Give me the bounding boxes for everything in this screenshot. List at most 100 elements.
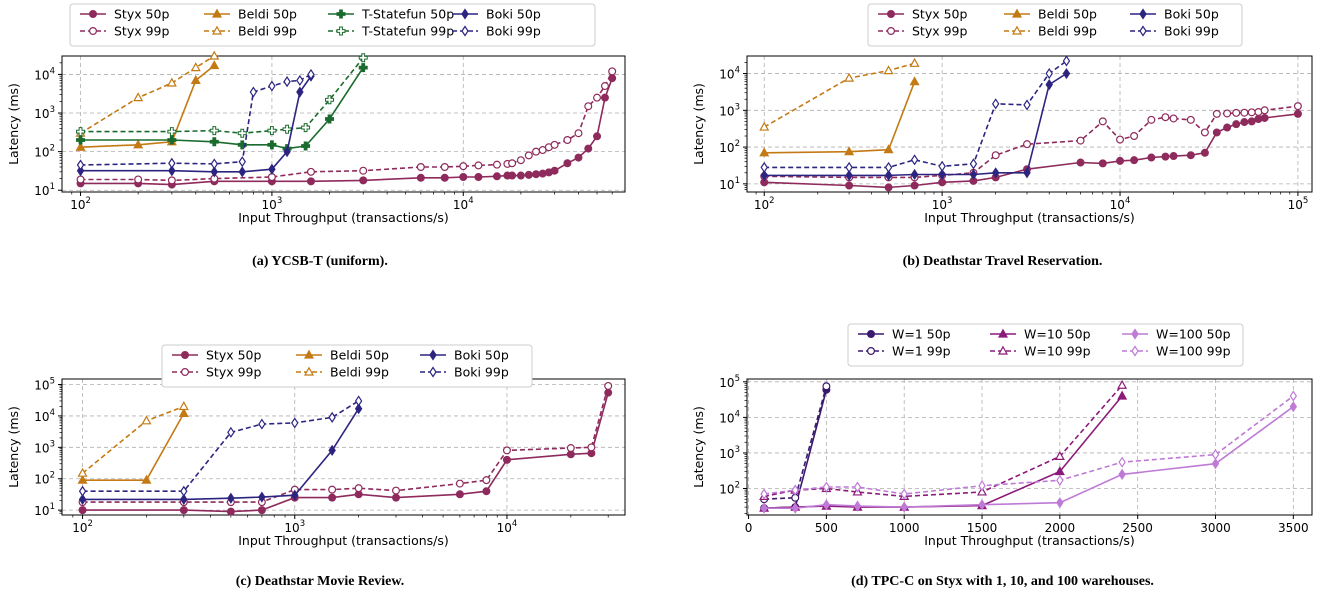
legend-label: Styx 99p — [114, 24, 170, 39]
panel-c: 102 103 104 101 102 103 104 105 Input Throughput… — [0, 320, 640, 565]
series-styx-50p — [76, 74, 617, 189]
series-line — [80, 57, 364, 135]
data-point — [307, 68, 315, 81]
y-tick-label: 102 — [34, 471, 55, 487]
x-tick-label: 1000 — [889, 521, 920, 535]
legend-item: Styx 99p — [878, 24, 968, 39]
legend-label: W=10 50p — [1024, 327, 1091, 342]
series-line — [764, 386, 828, 500]
data-point — [291, 489, 299, 501]
x-tick-label: 104 — [497, 519, 518, 535]
data-point — [1289, 401, 1298, 413]
data-point — [1289, 390, 1298, 402]
legend-marker — [997, 328, 1009, 338]
legend-label: Boki 99p — [1164, 24, 1219, 39]
legend-label: W=1 50p — [892, 327, 951, 342]
data-point — [283, 146, 291, 158]
legend-marker — [1011, 25, 1023, 35]
legend-item: Boki 99p — [1130, 24, 1219, 39]
series-line — [763, 384, 1123, 498]
data-point — [167, 135, 177, 145]
x-tick-label: 104 — [1110, 196, 1131, 212]
series-line — [764, 81, 916, 154]
legend-label: Beldi 50p — [330, 348, 389, 363]
data-point — [1293, 102, 1302, 111]
series-line — [80, 75, 312, 173]
x-axis-label: Input Throughput (transactions/s) — [238, 533, 449, 548]
legend-marker — [336, 9, 346, 19]
data-point — [1118, 468, 1126, 480]
legend-marker — [303, 349, 315, 359]
data-point — [325, 114, 335, 124]
data-point — [1223, 109, 1232, 118]
legend-marker — [1139, 8, 1147, 20]
data-point — [209, 60, 220, 70]
data-point — [910, 181, 919, 190]
legend-item: Styx 50p — [80, 7, 170, 22]
legend-item: W=1 50p — [858, 327, 951, 342]
caption-b: (b) Deathstar Travel Reservation. — [902, 254, 1103, 269]
data-point — [587, 443, 596, 452]
data-point — [1062, 55, 1071, 67]
x-tick-label: 105 — [1288, 196, 1309, 212]
data-point — [328, 444, 336, 456]
data-point — [1023, 99, 1031, 111]
data-point — [608, 67, 617, 76]
series-line — [82, 385, 609, 503]
y-tick-label: 101 — [34, 502, 55, 518]
legend-label: Styx 99p — [206, 365, 262, 380]
legend-item: Boki 99p — [452, 24, 541, 39]
y-tick-label: 105 — [719, 374, 740, 390]
data-point — [822, 499, 831, 511]
x-tick-label: 0 — [745, 521, 753, 535]
data-point — [258, 491, 266, 503]
data-point — [166, 77, 177, 87]
data-point — [969, 168, 978, 181]
x-tick-label: 104 — [453, 196, 474, 212]
data-point — [1211, 458, 1220, 470]
data-point — [550, 140, 559, 149]
data-point — [1247, 108, 1256, 117]
data-point — [168, 165, 176, 177]
data-point — [1260, 113, 1269, 122]
y-tick-label: 102 — [719, 481, 740, 497]
series-w100-99p — [760, 390, 1298, 500]
legend: Styx 50p Beldi 50p T-Statefun 50p Boki 50p S… — [69, 3, 596, 47]
series-beldi-99p — [759, 57, 920, 131]
series-styx-99p — [76, 67, 617, 185]
x-tick-label: 103 — [932, 196, 953, 212]
data-point — [991, 167, 1000, 179]
series-boki-50p — [76, 70, 315, 178]
data-point — [909, 57, 920, 67]
x-tick-label: 103 — [262, 196, 283, 212]
legend-item: Styx 50p — [172, 348, 262, 363]
legend-item: Beldi 99p — [1004, 24, 1097, 39]
legend-label: W=1 99p — [892, 344, 951, 359]
data-point — [257, 506, 266, 515]
data-point — [1147, 153, 1156, 162]
legend-item: Boki 50p — [420, 348, 509, 363]
data-point — [938, 160, 946, 172]
grid — [62, 379, 625, 515]
data-point — [900, 501, 908, 513]
data-point — [210, 158, 219, 170]
legend-item: Beldi 50p — [296, 348, 389, 363]
series-beldi-50p — [77, 408, 189, 484]
y-axis-label: Latency (ms) — [691, 406, 706, 488]
data-point — [1098, 159, 1107, 168]
data-point — [845, 181, 854, 190]
legend-item: W=100 99p — [1122, 344, 1231, 359]
data-point — [760, 161, 768, 173]
data-point — [474, 173, 483, 182]
axis-ticks: 102 103 104 105 101 102 103 104 — [719, 66, 1308, 212]
data-point — [492, 160, 501, 169]
legend-item: W=1 99p — [858, 344, 951, 359]
legend-label: W=10 99p — [1024, 344, 1091, 359]
caption-a: (a) YCSB-T (uniform). — [252, 254, 388, 269]
y-axis-label: Latency (ms) — [6, 83, 21, 165]
series-line — [764, 60, 1067, 169]
data-point — [910, 154, 919, 166]
series-tstatefun-50p — [76, 63, 368, 154]
y-tick-label: 103 — [34, 105, 55, 121]
data-point — [1161, 113, 1170, 122]
